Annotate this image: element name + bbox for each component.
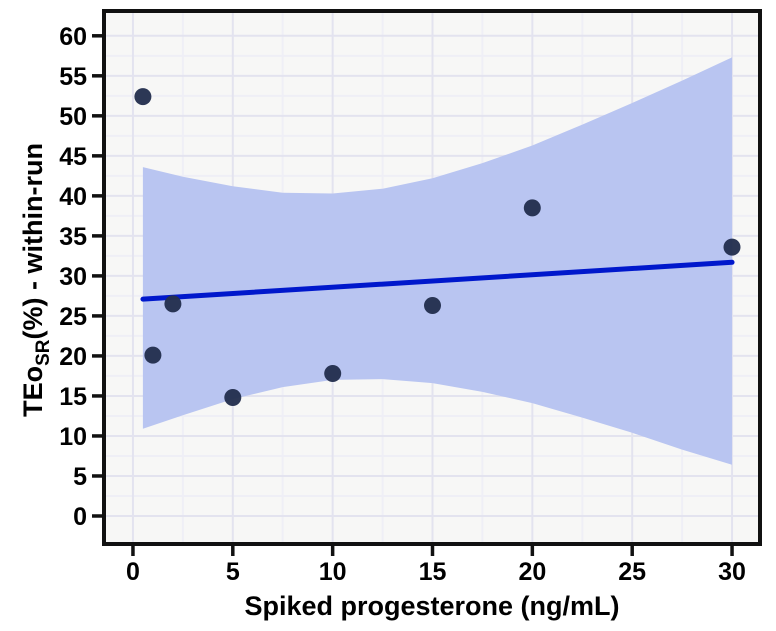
data-point — [164, 295, 182, 313]
data-point — [134, 88, 152, 106]
y-axis-title: TEoSR(%) - within-run — [18, 143, 54, 417]
y-tick-labels: 0 5 10 15 20 25 30 35 40 45 50 55 60 — [59, 23, 87, 531]
y-tick-label: 30 — [59, 263, 87, 291]
y-tick-label: 45 — [59, 143, 87, 171]
y-tick-label: 40 — [59, 183, 87, 211]
y-tick-label: 55 — [59, 63, 87, 91]
data-point — [523, 199, 541, 217]
x-tick-label: 30 — [718, 558, 746, 586]
x-tick-label: 25 — [618, 558, 646, 586]
y-tick-label: 35 — [59, 223, 87, 251]
x-tick-label: 0 — [126, 558, 140, 586]
y-tick-label: 60 — [59, 23, 87, 51]
x-tick-label: 5 — [226, 558, 240, 586]
data-points — [134, 88, 741, 406]
axis-ticks — [92, 34, 734, 556]
confidence-band — [142, 57, 732, 465]
y-tick-label: 10 — [59, 423, 87, 451]
data-point — [144, 346, 162, 364]
data-point — [424, 297, 441, 314]
data-point — [224, 389, 242, 406]
data-point — [324, 365, 342, 382]
y-tick-label: 25 — [59, 303, 87, 331]
y-tick-label: 20 — [59, 343, 87, 371]
y-tick-label: 15 — [59, 383, 87, 411]
y-tick-label: 50 — [59, 103, 87, 131]
y-axis-title-subscript: SR — [33, 339, 54, 366]
plot-frame — [102, 9, 762, 546]
x-tick-label: 15 — [419, 558, 447, 586]
x-tick-label: 10 — [319, 558, 347, 586]
x-axis-title: Spiked progesterone (ng/mL) — [244, 591, 619, 621]
x-tick-labels: 0 5 10 15 20 25 30 — [126, 558, 746, 586]
y-tick-label: 5 — [73, 463, 87, 491]
y-axis-title-main: TEo — [18, 366, 48, 417]
regression-line — [140, 259, 735, 302]
y-tick-label: 0 — [73, 503, 87, 531]
x-tick-label: 20 — [518, 558, 546, 586]
data-point — [723, 238, 741, 256]
y-axis-title-rest: (%) - within-run — [18, 143, 48, 339]
